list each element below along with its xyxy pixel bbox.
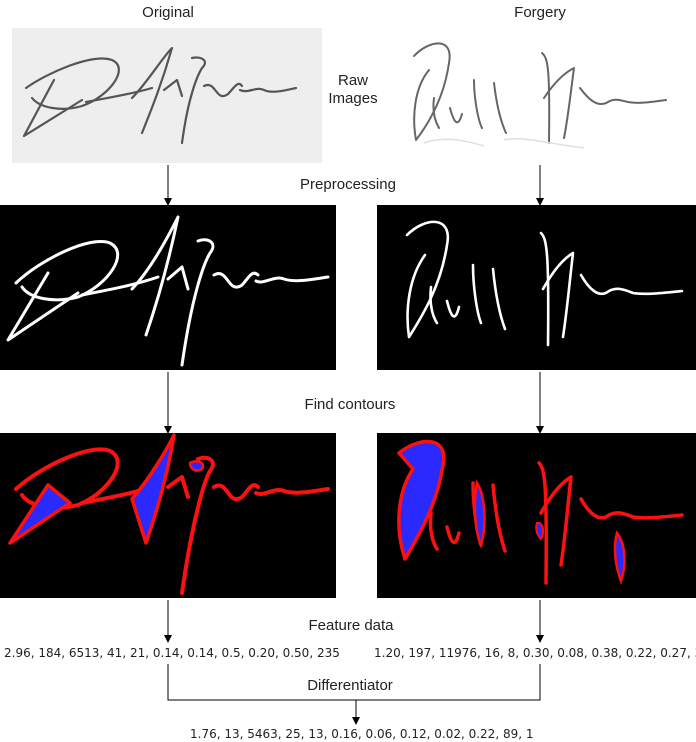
forgery-raw-signature-image bbox=[384, 28, 690, 163]
original-raw-signature-image bbox=[12, 28, 322, 163]
differentiator-stage-label: Differentiator bbox=[307, 677, 393, 694]
original-binary-signature-image bbox=[0, 205, 336, 370]
original-column-title: Original bbox=[142, 4, 194, 21]
find-contours-stage-label: Find contours bbox=[304, 396, 396, 413]
original-contour-signature-image bbox=[0, 433, 336, 598]
forgery-feature-values: 1.20, 197, 11976, 16, 8, 0.30, 0.08, 0.3… bbox=[374, 646, 696, 660]
raw-images-label-line-1: Raw bbox=[337, 72, 368, 89]
raw-images-label-line-2: Images bbox=[328, 90, 378, 107]
forgery-contour-signature-image bbox=[377, 433, 696, 598]
forgery-column-title: Forgery bbox=[514, 4, 566, 21]
forgery-binary-signature-image bbox=[377, 205, 696, 370]
raw-images-stage-label: Raw Images bbox=[324, 72, 382, 108]
difference-feature-values: 1.76, 13, 5463, 25, 13, 0.16, 0.06, 0.12… bbox=[190, 727, 534, 741]
preprocessing-stage-label: Preprocessing bbox=[300, 176, 396, 193]
feature-data-stage-label: Feature data bbox=[308, 617, 394, 634]
original-feature-values: 2.96, 184, 6513, 41, 21, 0.14, 0.14, 0.5… bbox=[4, 646, 340, 660]
